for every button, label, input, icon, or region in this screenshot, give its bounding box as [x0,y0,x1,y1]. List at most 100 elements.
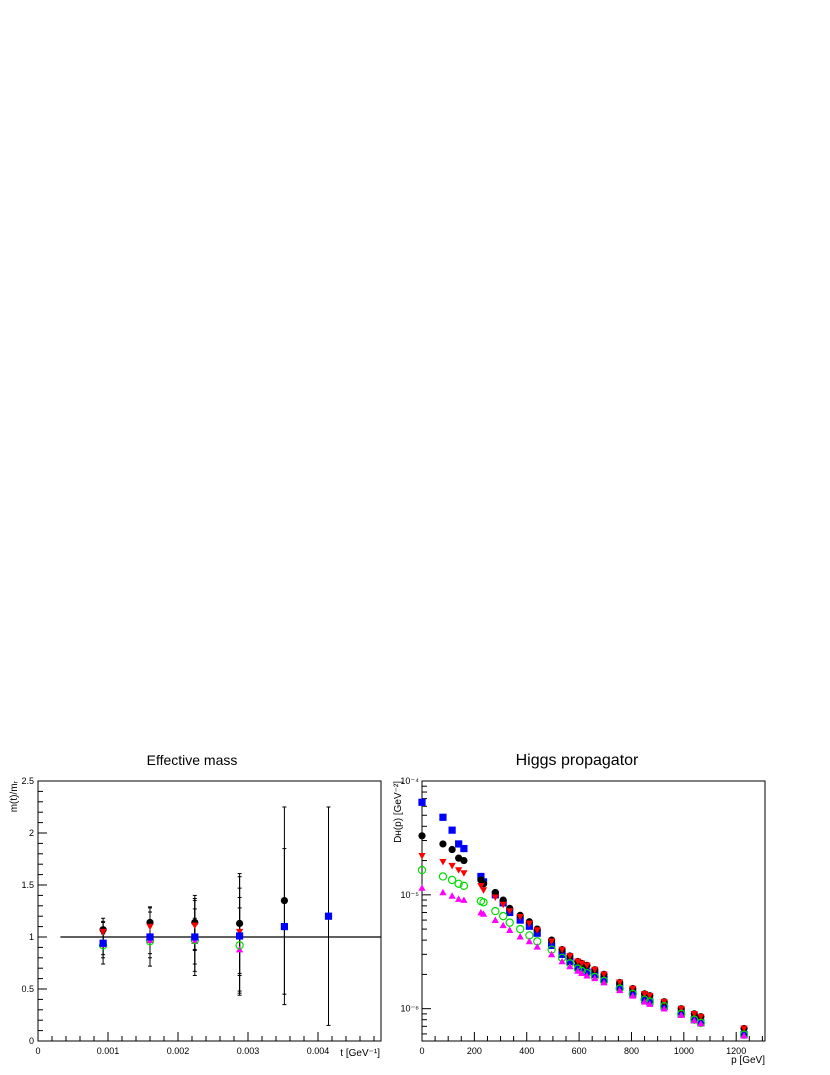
data-point [491,906,500,916]
data-points [98,806,333,1026]
x-tick-label: 1200 [726,1046,746,1056]
x-tick-label: 0.003 [237,1046,260,1056]
data-point [583,968,591,976]
data-point [591,970,599,979]
data-point [280,923,288,931]
data-point [236,928,244,936]
data-point [578,960,586,967]
data-point [616,979,624,987]
data-point [448,845,456,854]
x-axis-label: p [GeV] [731,1055,765,1066]
data-point [533,927,541,934]
data-point [690,1016,698,1024]
data-point [629,985,637,993]
y-tick-label: 0.5 [21,984,34,994]
data-point [448,862,456,870]
data-point [324,912,333,920]
data-point [697,1013,705,1021]
data-point [646,1000,654,1007]
y-tick-label: 1.5 [21,880,34,890]
data-point [498,911,508,921]
data-point [191,922,199,930]
data-point [677,1011,685,1018]
effective-mass-title: Effective mass [147,752,238,768]
higgs-propagator-panel: Higgs propagator 0 200 400 600 800 1000 1200 10… [393,752,766,1066]
plot-frame [37,780,382,1042]
data-point [591,974,599,982]
data-point [418,852,426,860]
data-point [99,939,107,947]
data-point [191,937,199,945]
data-point [418,798,426,806]
data-point [448,892,456,899]
data-point [660,1005,668,1012]
y-tick-label: 2 [29,828,34,838]
data-point [448,826,456,834]
data-point [479,887,488,894]
y-tick-label: 2.5 [21,776,34,786]
data-point [506,908,514,915]
data-point [640,990,649,998]
data-point [146,933,154,941]
x-axis-label: t [GeV⁻¹] [340,1048,380,1059]
data-point [479,910,488,917]
data-point [455,867,463,874]
data-point [460,856,468,865]
data-point [236,919,244,928]
data-point [459,881,469,891]
data-point [418,832,426,840]
data-point [460,870,468,877]
data-point [236,932,244,940]
data-point [640,998,649,1005]
x-tick-label: 0 [35,1046,40,1056]
data-point [646,992,654,1000]
tick-marks [37,780,375,1042]
y-tick-label: 10⁻⁵ [401,890,420,900]
data-point [506,926,514,933]
y-tick-label: 1 [29,932,34,942]
data-point [548,938,556,945]
data-point [566,953,574,960]
data-point [505,918,514,927]
data-point [515,924,525,934]
x-tick-label: 400 [519,1046,534,1056]
data-point [439,840,447,848]
y-tick-label: 10⁻⁶ [401,1004,420,1014]
data-point [740,1032,748,1039]
data-point [491,894,499,901]
data-point [439,888,447,896]
x-tick-label: 0 [419,1046,424,1056]
data-points [417,798,749,1039]
x-tick-label: 0.001 [97,1046,120,1056]
x-tick-label: 0.004 [307,1046,330,1056]
data-point [235,941,244,950]
data-point [548,941,556,949]
data-point [533,943,541,950]
data-point [460,844,468,853]
data-point [629,992,637,999]
x-tick-label: 0.002 [167,1046,190,1056]
data-point [439,813,447,821]
data-point [566,957,574,966]
data-point [491,916,499,923]
y-tick-label: 10⁻⁴ [400,776,419,786]
data-point [690,1015,699,1024]
plot-frame [421,780,766,1042]
data-point [516,914,524,921]
data-point [439,858,447,866]
tick-labels: 0 200 400 600 800 1000 1200 10⁻⁶ 10⁻⁵ 10⁻⁴ [400,776,746,1056]
data-point [99,928,107,936]
data-point [417,865,427,875]
higgs-propagator-title: Higgs propagator [516,752,639,769]
data-point [477,882,485,890]
y-axis-label: m(t)/mᵣ [9,780,20,812]
data-point [525,920,533,928]
data-point [455,895,463,902]
data-point [600,978,608,986]
data-point [574,958,582,966]
data-point [146,923,154,931]
data-point [499,921,507,929]
data-point [600,971,608,979]
data-point [591,966,599,974]
x-tick-label: 1000 [674,1046,694,1056]
